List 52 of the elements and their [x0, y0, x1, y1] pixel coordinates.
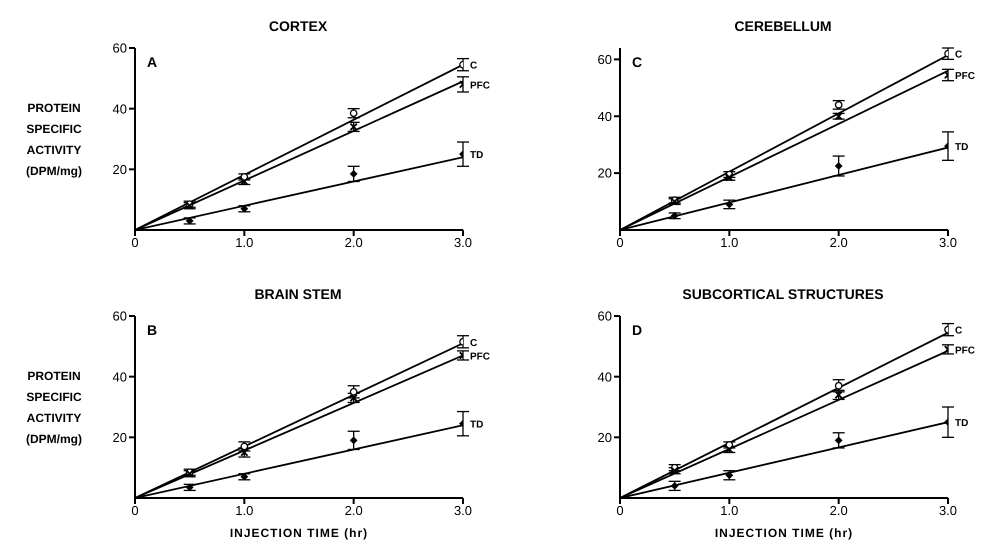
chart-title: CEREBELLUM: [733, 18, 833, 34]
y-tick-label: 40: [112, 101, 127, 116]
y-tick-label: 40: [598, 369, 612, 384]
x-tick-label: 1.0: [720, 235, 738, 250]
chart-title: CORTEX: [268, 18, 328, 34]
y-tick-label: 60: [112, 308, 127, 324]
y-tick-label: 60: [598, 308, 612, 324]
chart-title: SUBCORTICAL STRUCTURES: [681, 286, 885, 302]
x-axis-title: INJECTION TIME (hr): [228, 526, 370, 540]
x-tick-label: 3.0: [454, 235, 472, 250]
x-tick-label: 1.0: [720, 503, 738, 518]
annotation: A: [147, 54, 158, 70]
y-tick-label: 60: [598, 52, 612, 67]
annotation: B: [147, 322, 158, 338]
y-tick-label: 40: [598, 108, 612, 124]
x-tick-label: 2.0: [344, 235, 363, 250]
x-tick-label: 0: [616, 235, 624, 250]
x-tick-label: 0: [616, 503, 624, 518]
y-tick-label: 40: [112, 369, 127, 384]
chart-title: BRAIN STEM: [253, 286, 343, 302]
annotation: D: [632, 322, 642, 338]
series-label: TD: [470, 420, 484, 431]
x-tick-label: 2.0: [830, 503, 848, 518]
series-label: TD: [955, 142, 968, 154]
series-label: TD: [955, 418, 968, 430]
y-axis-title: PROTEIN SPECIFIC ACTIVITY (DPM/mg): [25, 100, 83, 180]
y-tick-label: 60: [112, 40, 127, 56]
x-tick-label: 2.0: [344, 503, 363, 518]
x-tick-label: 0: [131, 235, 139, 250]
series-label: C: [470, 338, 478, 349]
y-tick-label: 20: [112, 430, 127, 445]
x-tick-label: 0: [131, 503, 139, 518]
annotation: C: [632, 54, 642, 70]
y-axis-title: PROTEIN SPECIFIC ACTIVITY (DPM/mg): [25, 368, 83, 448]
y-tick-label: 20: [598, 430, 612, 445]
series-label: PFC: [470, 80, 490, 92]
x-tick-label: 3.0: [938, 503, 958, 518]
series-label: TD: [470, 150, 484, 162]
x-axis-title: INJECTION TIME (hr): [714, 526, 854, 540]
series-label: PFC: [470, 351, 490, 362]
x-tick-label: 2.0: [830, 235, 848, 250]
y-tick-label: 20: [112, 162, 127, 177]
x-tick-label: 1.0: [235, 235, 254, 250]
series-label: C: [955, 326, 962, 337]
series-label: C: [955, 50, 962, 61]
series-label: PFC: [955, 345, 975, 356]
series-label: C: [470, 60, 478, 72]
y-tick-label: 20: [598, 166, 612, 181]
x-tick-label: 1.0: [235, 503, 254, 518]
series-label: PFC: [955, 71, 975, 82]
x-tick-label: 3.0: [454, 503, 472, 518]
x-tick-label: 3.0: [938, 235, 958, 250]
